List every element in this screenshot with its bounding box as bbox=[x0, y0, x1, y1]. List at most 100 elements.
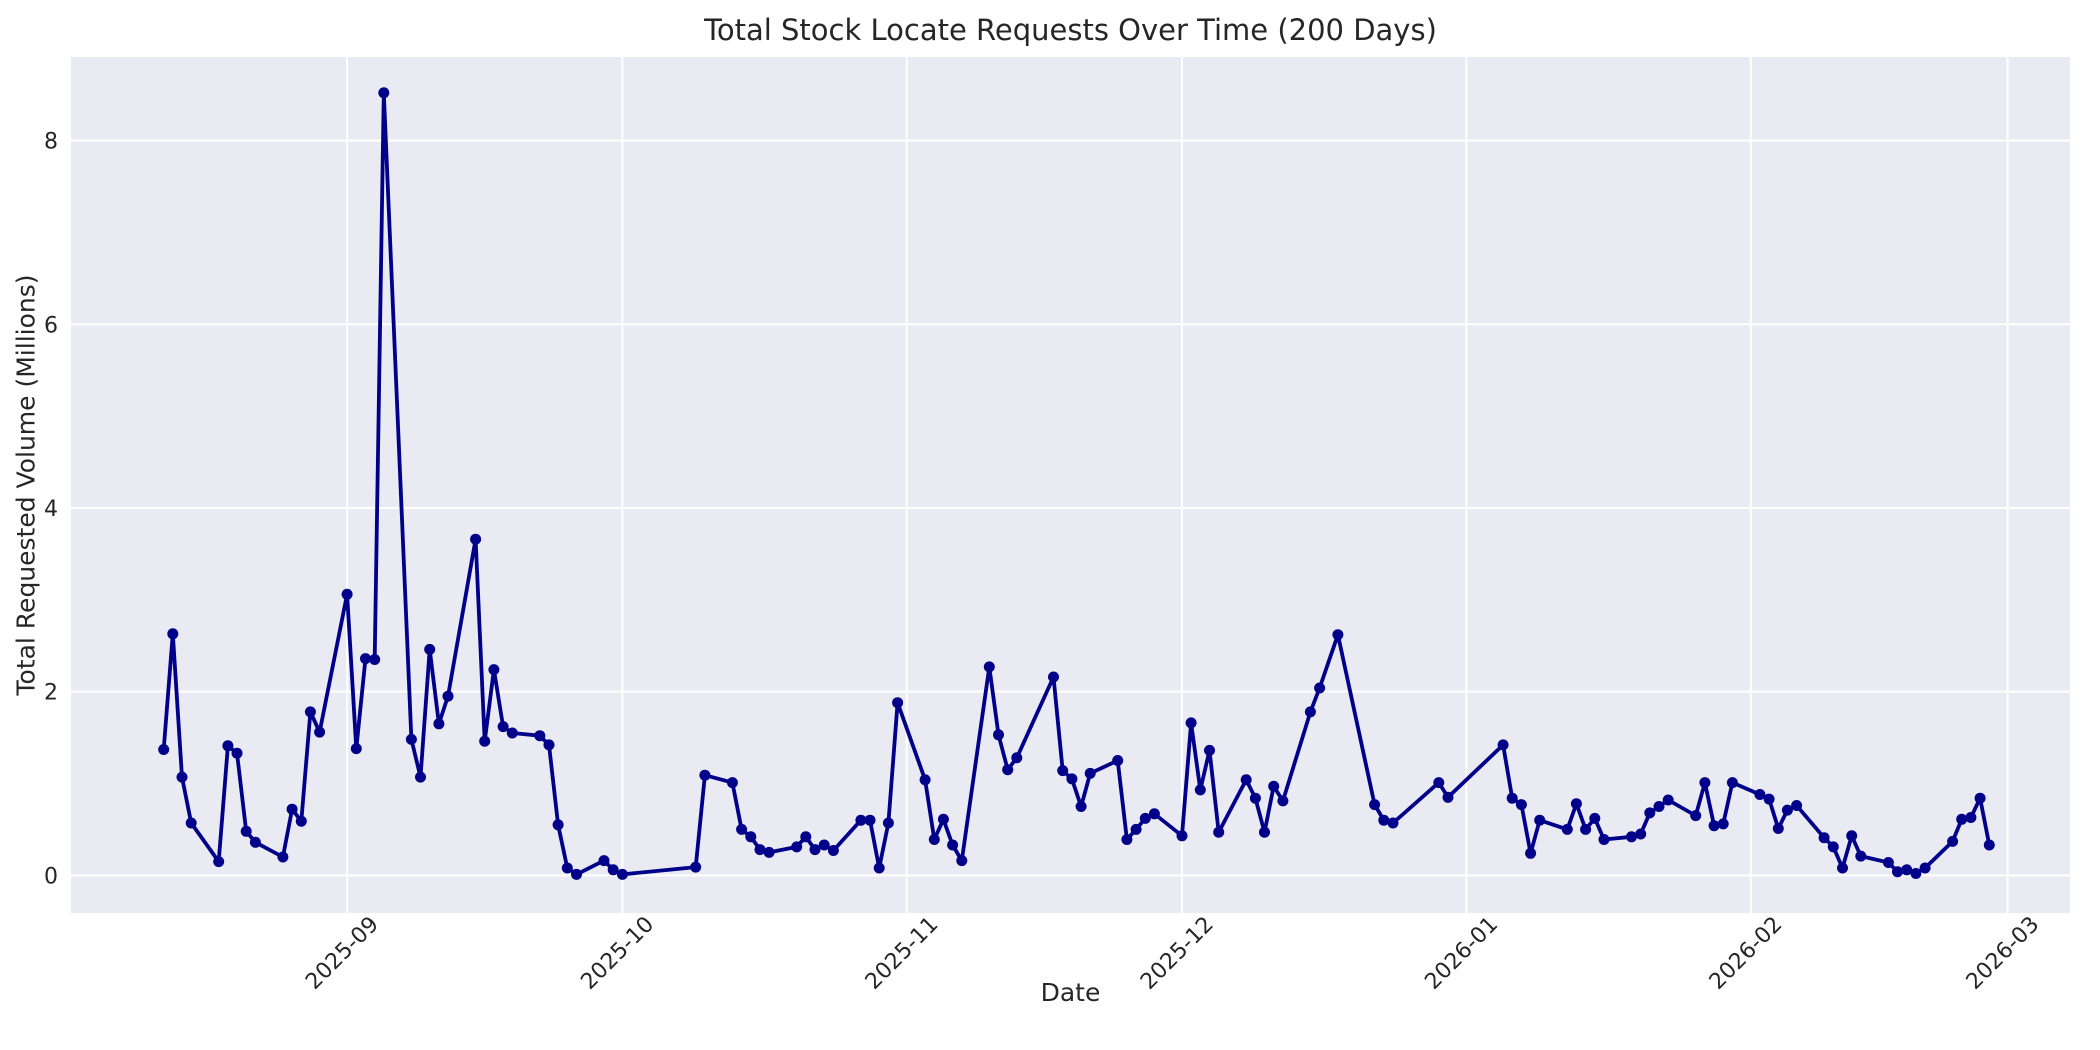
data-point bbox=[1947, 835, 1959, 847]
data-point bbox=[1717, 818, 1729, 830]
data-point bbox=[726, 777, 738, 789]
data-point bbox=[1653, 801, 1665, 812]
data-point bbox=[699, 769, 711, 781]
data-point bbox=[1626, 831, 1637, 843]
data-point bbox=[277, 851, 289, 863]
data-point bbox=[791, 841, 803, 853]
data-point bbox=[571, 868, 582, 880]
data-point bbox=[1185, 717, 1197, 729]
data-point bbox=[488, 664, 500, 676]
data-point bbox=[1148, 808, 1160, 820]
data-point bbox=[1011, 752, 1023, 764]
data-point bbox=[1974, 792, 1986, 804]
data-point bbox=[534, 730, 546, 742]
data-point bbox=[1066, 773, 1078, 785]
data-point bbox=[947, 839, 959, 851]
chart-title: Total Stock Locate Requests Over Time (2… bbox=[704, 13, 1437, 47]
data-point bbox=[873, 862, 885, 874]
data-point bbox=[1204, 744, 1215, 756]
data-point bbox=[1827, 841, 1839, 853]
data-point bbox=[1084, 767, 1096, 779]
data-point bbox=[470, 533, 482, 545]
data-point bbox=[1130, 823, 1142, 835]
data-point bbox=[1570, 798, 1582, 810]
data-point bbox=[405, 733, 417, 745]
data-point bbox=[1892, 866, 1903, 878]
data-point bbox=[1791, 800, 1803, 811]
data-point bbox=[369, 654, 381, 665]
data-point bbox=[1561, 823, 1573, 835]
data-point bbox=[1057, 765, 1069, 777]
gridlines bbox=[71, 57, 2070, 913]
data-point bbox=[1690, 810, 1702, 822]
data-point bbox=[185, 817, 197, 829]
data-point bbox=[1837, 862, 1848, 874]
data-point bbox=[616, 868, 628, 880]
plot-area bbox=[71, 57, 2070, 913]
data-point bbox=[433, 718, 445, 730]
data-point bbox=[745, 831, 757, 843]
y-axis-label: Total Requested Volume (Millions) bbox=[11, 274, 41, 696]
data-point bbox=[1781, 804, 1793, 816]
data-point bbox=[1855, 850, 1867, 862]
data-point bbox=[304, 706, 316, 718]
y-tick-label: 0 bbox=[44, 864, 58, 889]
data-point bbox=[249, 836, 261, 848]
data-point bbox=[1662, 794, 1674, 806]
data-point bbox=[1525, 847, 1537, 859]
data-point bbox=[1433, 777, 1445, 789]
data-point bbox=[1002, 764, 1014, 776]
data-point bbox=[158, 744, 170, 755]
data-point bbox=[286, 803, 298, 815]
data-point bbox=[1259, 826, 1270, 838]
data-point bbox=[827, 845, 839, 856]
data-point bbox=[937, 813, 949, 825]
data-point bbox=[1956, 813, 1968, 825]
data-point bbox=[1726, 777, 1738, 789]
data-point bbox=[1901, 864, 1913, 876]
y-tick-label: 6 bbox=[44, 313, 58, 338]
data-point bbox=[479, 735, 491, 747]
data-point bbox=[1598, 834, 1610, 845]
data-point bbox=[1332, 629, 1344, 641]
data-point bbox=[341, 588, 353, 600]
data-point bbox=[1818, 832, 1830, 844]
data-point bbox=[1983, 839, 1995, 851]
data-point bbox=[1772, 823, 1784, 834]
y-tick-label: 2 bbox=[44, 681, 58, 706]
data-point bbox=[1121, 834, 1133, 845]
data-markers bbox=[158, 87, 1995, 880]
data-point bbox=[295, 815, 307, 827]
data-point bbox=[956, 855, 968, 867]
data-point bbox=[1708, 820, 1720, 832]
y-tick-label: 8 bbox=[44, 130, 58, 155]
data-point bbox=[754, 844, 766, 856]
data-point bbox=[864, 814, 876, 826]
data-point bbox=[928, 834, 940, 845]
data-point bbox=[1249, 792, 1261, 804]
data-point bbox=[882, 817, 894, 829]
data-point bbox=[800, 831, 812, 843]
data-point bbox=[442, 690, 454, 702]
data-point bbox=[1534, 814, 1546, 826]
data-point bbox=[919, 774, 931, 786]
data-point bbox=[598, 855, 610, 867]
data-point bbox=[1075, 801, 1087, 812]
x-axis-label: Date bbox=[1040, 978, 1101, 1007]
data-point bbox=[506, 727, 518, 739]
data-point bbox=[1369, 799, 1381, 811]
data-point bbox=[993, 729, 1004, 741]
data-point bbox=[424, 643, 436, 655]
data-point bbox=[1644, 807, 1656, 819]
data-point bbox=[892, 697, 904, 709]
data-point bbox=[231, 747, 243, 759]
data-point bbox=[809, 844, 821, 856]
data-point bbox=[1213, 826, 1225, 838]
data-point bbox=[167, 628, 179, 640]
data-point bbox=[1240, 774, 1252, 786]
data-point bbox=[1589, 812, 1601, 824]
data-point bbox=[497, 721, 509, 733]
data-point bbox=[1882, 857, 1894, 868]
data-point bbox=[1919, 862, 1931, 874]
data-point bbox=[1442, 791, 1454, 803]
